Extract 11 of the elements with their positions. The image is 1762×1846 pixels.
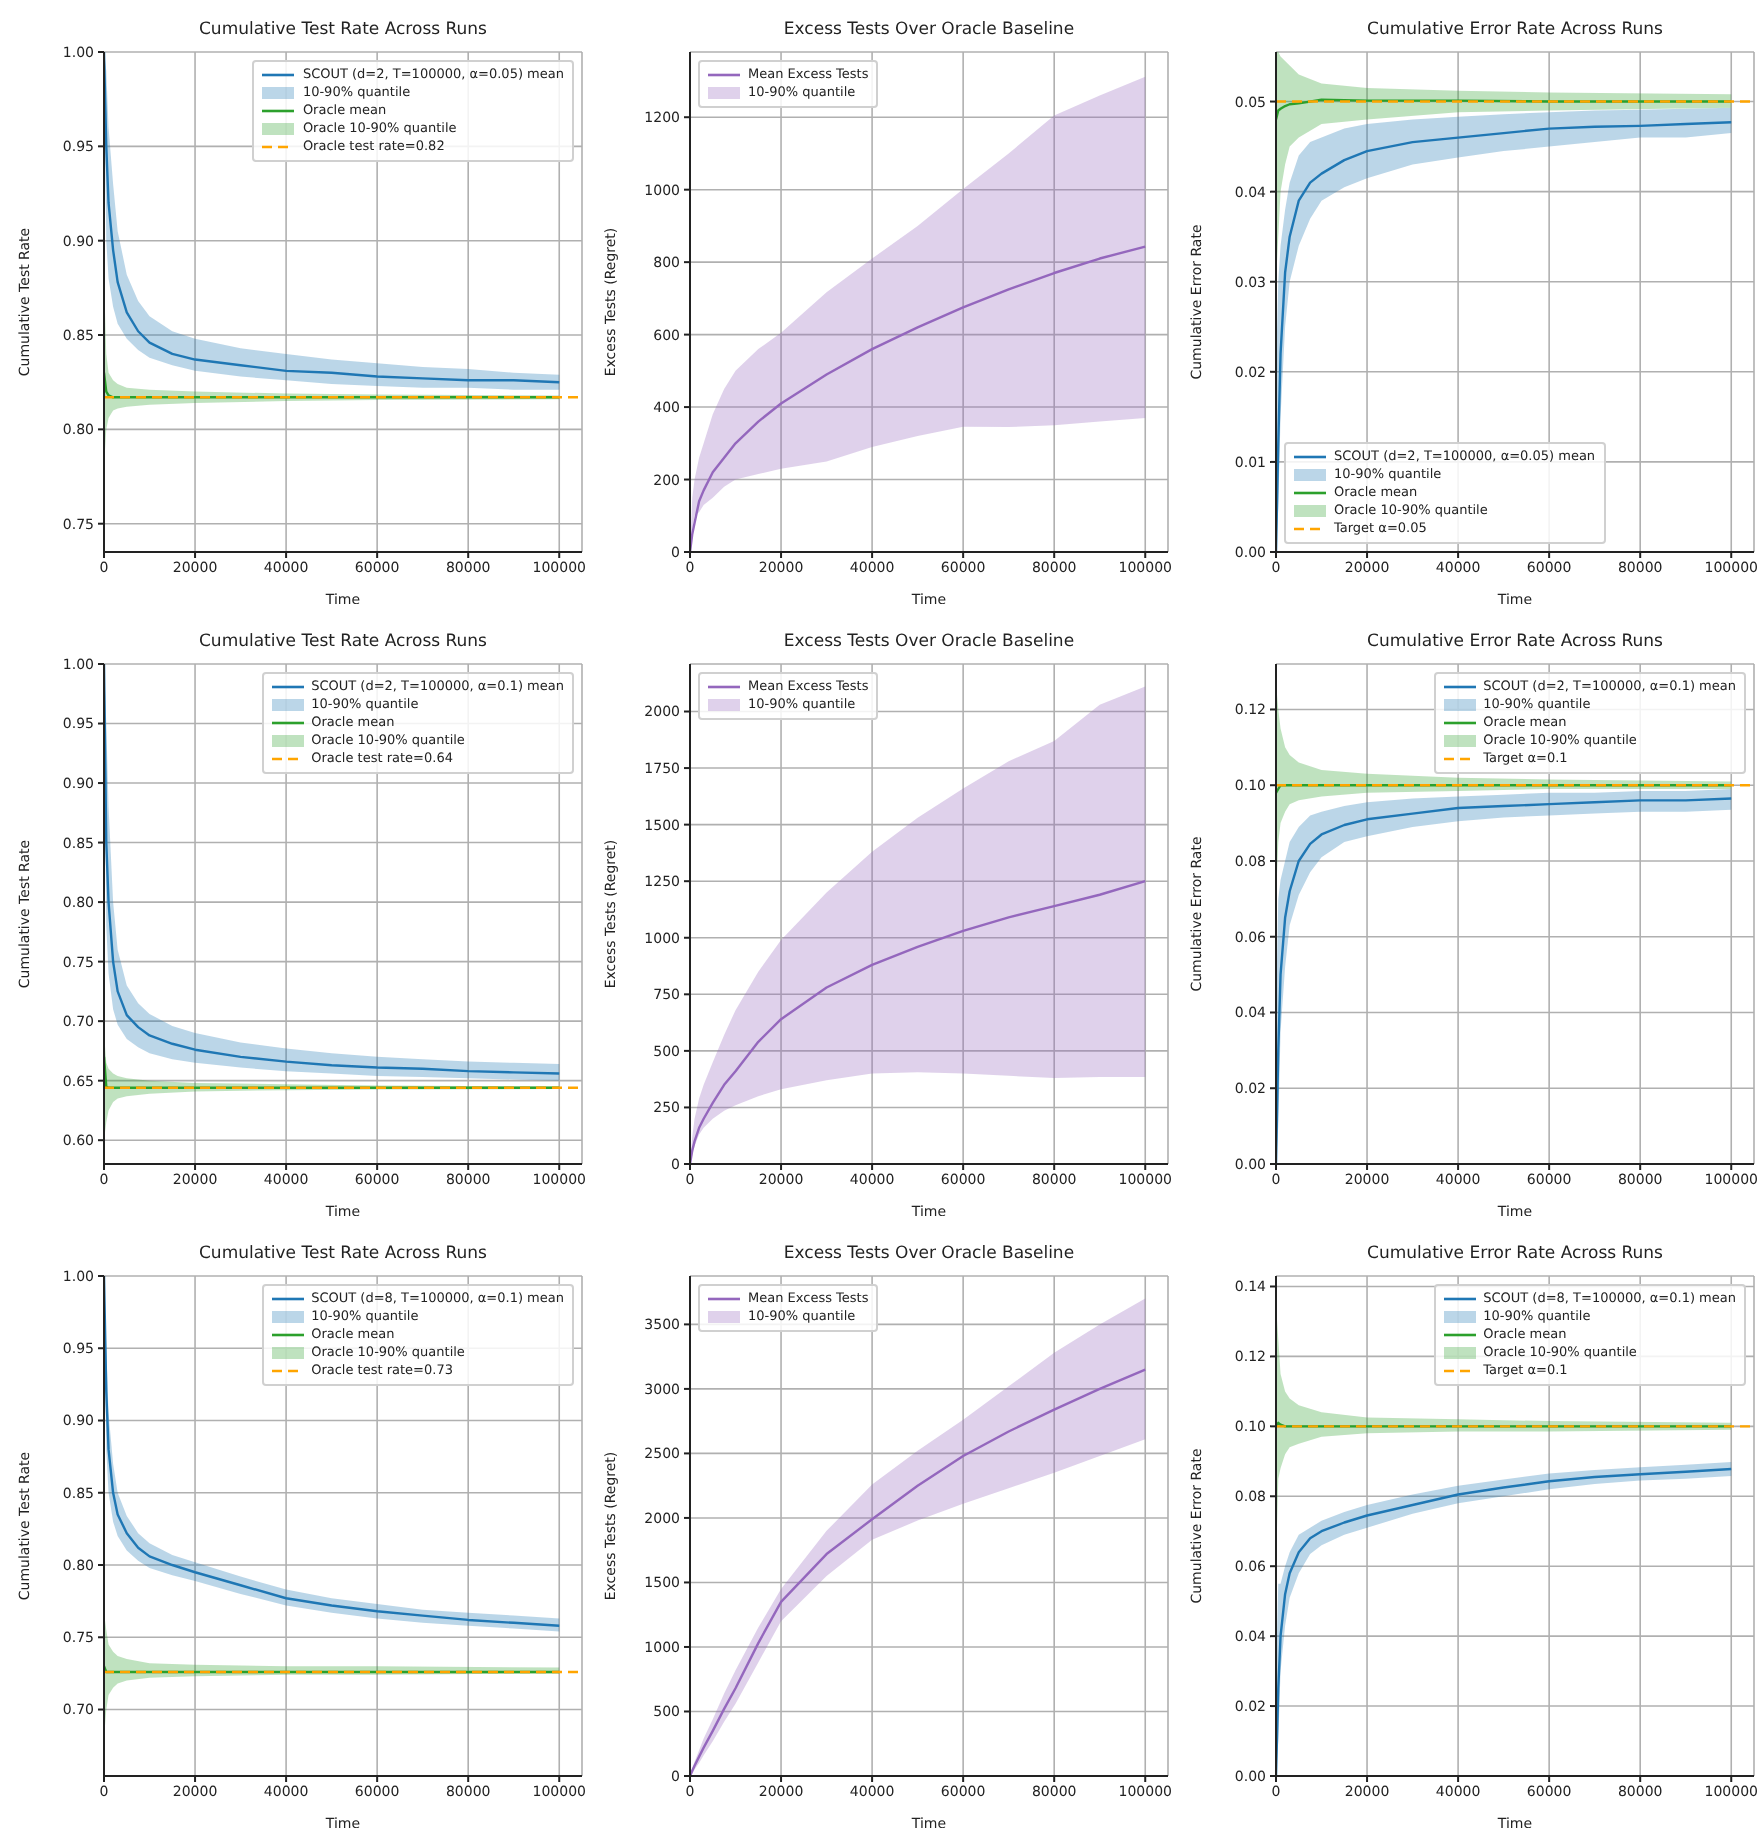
chart-title: Excess Tests Over Oracle Baseline: [781, 1242, 1077, 1268]
chart-title: Cumulative Test Rate Across Runs: [197, 630, 489, 656]
chart-title: Cumulative Error Rate Across Runs: [1365, 1242, 1665, 1268]
chart-title: Excess Tests Over Oracle Baseline: [781, 18, 1077, 44]
chart-title: Cumulative Error Rate Across Runs: [1365, 18, 1665, 44]
line-series: [690, 245, 1147, 552]
line-series: [690, 879, 1147, 1164]
chart-title: Cumulative Test Rate Across Runs: [197, 18, 489, 44]
chart-title: Excess Tests Over Oracle Baseline: [781, 630, 1077, 656]
chart-title: Cumulative Error Rate Across Runs: [1365, 630, 1665, 656]
chart-title: Cumulative Test Rate Across Runs: [197, 1242, 489, 1268]
